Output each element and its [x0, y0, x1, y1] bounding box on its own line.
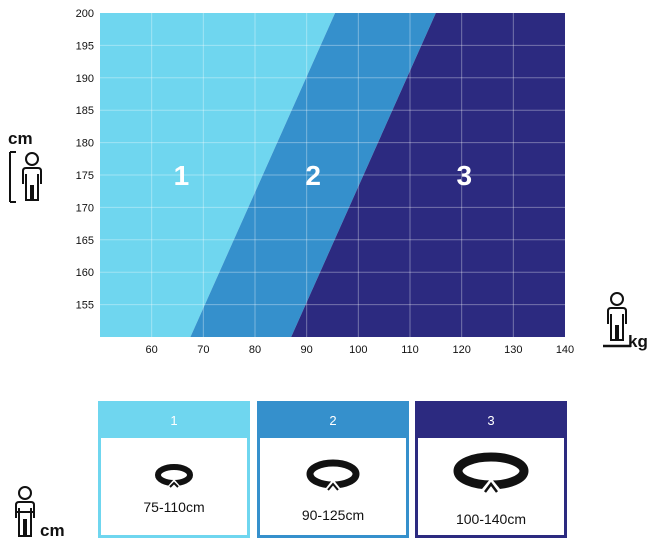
size-card-header: 1	[101, 404, 247, 438]
x-tick-label: 110	[401, 344, 419, 356]
belt-icon	[306, 459, 360, 493]
x-tick-label: 140	[556, 344, 574, 356]
size-range: 100-140cm	[455, 511, 527, 527]
height-unit-label: cm	[8, 129, 33, 148]
belt-icon	[453, 452, 529, 496]
y-tick-label: 180	[76, 138, 94, 150]
size-card-body: 100-140cm	[418, 438, 564, 535]
size-card-header: 2	[260, 404, 406, 438]
y-tick-label: 175	[76, 170, 94, 182]
size-card-header: 3	[418, 404, 564, 438]
y-tick-label: 160	[76, 267, 94, 279]
waist-unit-label: cm	[40, 521, 65, 540]
zone-2-area	[190, 13, 436, 337]
x-tick-label: 130	[504, 344, 522, 356]
x-tick-label: 100	[349, 344, 367, 356]
x-tick-label: 70	[197, 344, 209, 356]
weight-unit-label: kg	[628, 332, 648, 351]
y-tick-label: 195	[76, 40, 94, 52]
size-card-body: 90-125cm	[260, 438, 406, 535]
person-weight-icon	[603, 292, 631, 348]
zone-1-area	[100, 13, 336, 337]
zone-label-3: 3	[456, 160, 472, 191]
y-tick-label: 190	[76, 73, 94, 85]
belt-icon	[155, 464, 193, 490]
size-card-body: 75-110cm	[101, 438, 247, 535]
x-tick-label: 80	[249, 344, 261, 356]
zone-label-2: 2	[305, 160, 321, 191]
x-tick-label: 90	[301, 344, 313, 356]
zone-3-area	[291, 13, 565, 337]
person-height-icon	[9, 151, 42, 203]
size-card-3: 3 100-140cm	[415, 401, 567, 538]
y-tick-label: 185	[76, 105, 94, 117]
size-range: 90-125cm	[301, 507, 365, 523]
size-card-1: 1 75-110cm	[98, 401, 250, 538]
x-tick-label: 60	[146, 344, 158, 356]
size-card-2: 2 90-125cm	[257, 401, 409, 538]
x-tick-label: 120	[452, 344, 470, 356]
height-weight-chart: 60 70 80 90 100 110 120 130 140 155 160 165 170 175 18…	[76, 8, 575, 356]
y-tick-label: 165	[76, 235, 94, 247]
y-tick-label: 155	[76, 300, 94, 312]
zone-label-1: 1	[174, 160, 190, 191]
y-tick-label: 170	[76, 202, 94, 214]
person-waist-icon	[15, 486, 35, 537]
size-range: 75-110cm	[143, 499, 205, 515]
y-tick-label: 200	[76, 8, 94, 20]
